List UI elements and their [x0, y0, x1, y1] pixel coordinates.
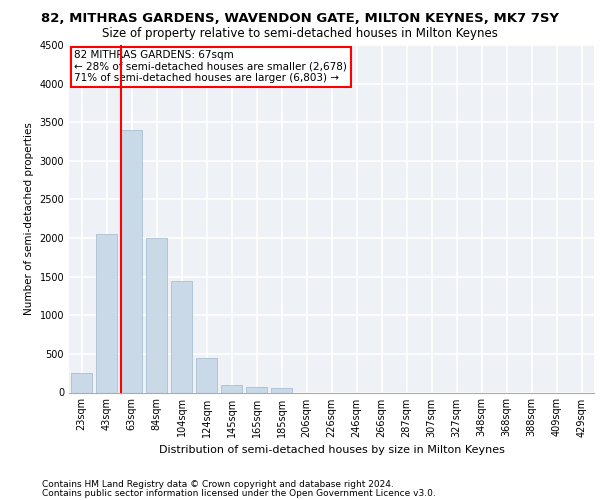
Bar: [246, 386, 267, 392]
Bar: [71, 373, 92, 392]
Bar: [271, 388, 292, 392]
Text: Contains HM Land Registry data © Crown copyright and database right 2024.: Contains HM Land Registry data © Crown c…: [42, 480, 394, 489]
Bar: [221, 385, 242, 392]
Bar: [196, 358, 217, 392]
Y-axis label: Number of semi-detached properties: Number of semi-detached properties: [24, 122, 34, 315]
Bar: [96, 234, 117, 392]
Bar: [171, 280, 192, 392]
Text: Contains public sector information licensed under the Open Government Licence v3: Contains public sector information licen…: [42, 488, 436, 498]
X-axis label: Distribution of semi-detached houses by size in Milton Keynes: Distribution of semi-detached houses by …: [158, 445, 505, 455]
Bar: [146, 238, 167, 392]
Text: Size of property relative to semi-detached houses in Milton Keynes: Size of property relative to semi-detach…: [102, 28, 498, 40]
Text: 82 MITHRAS GARDENS: 67sqm
← 28% of semi-detached houses are smaller (2,678)
71% : 82 MITHRAS GARDENS: 67sqm ← 28% of semi-…: [74, 50, 347, 84]
Text: 82, MITHRAS GARDENS, WAVENDON GATE, MILTON KEYNES, MK7 7SY: 82, MITHRAS GARDENS, WAVENDON GATE, MILT…: [41, 12, 559, 26]
Bar: [121, 130, 142, 392]
